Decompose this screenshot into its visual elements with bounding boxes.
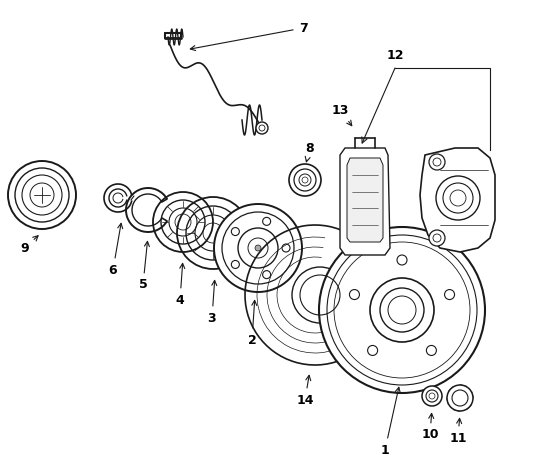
Polygon shape xyxy=(347,158,383,242)
Circle shape xyxy=(368,346,377,356)
Circle shape xyxy=(429,154,445,170)
Text: 2: 2 xyxy=(248,301,257,347)
Circle shape xyxy=(447,385,473,411)
Text: 4: 4 xyxy=(176,264,185,307)
Polygon shape xyxy=(340,148,390,255)
Circle shape xyxy=(422,386,442,406)
Text: 14: 14 xyxy=(296,375,314,407)
Polygon shape xyxy=(420,148,495,252)
Text: 7: 7 xyxy=(190,22,307,51)
Text: 11: 11 xyxy=(449,418,467,445)
Text: 12: 12 xyxy=(386,49,404,62)
Circle shape xyxy=(256,122,268,134)
Text: 6: 6 xyxy=(109,223,123,277)
Circle shape xyxy=(319,227,485,393)
Circle shape xyxy=(436,176,480,220)
Text: 10: 10 xyxy=(421,413,438,441)
Circle shape xyxy=(214,204,302,292)
Text: 8: 8 xyxy=(305,142,314,162)
Circle shape xyxy=(255,245,261,251)
Circle shape xyxy=(349,289,360,300)
Circle shape xyxy=(292,267,348,323)
Text: 9: 9 xyxy=(21,236,38,255)
Circle shape xyxy=(397,255,407,265)
Circle shape xyxy=(289,164,321,196)
Text: 3: 3 xyxy=(208,280,217,325)
Text: 5: 5 xyxy=(139,242,150,292)
Text: 13: 13 xyxy=(332,104,352,126)
Circle shape xyxy=(427,346,436,356)
Circle shape xyxy=(429,230,445,246)
Circle shape xyxy=(444,289,455,300)
Text: 1: 1 xyxy=(381,387,400,456)
